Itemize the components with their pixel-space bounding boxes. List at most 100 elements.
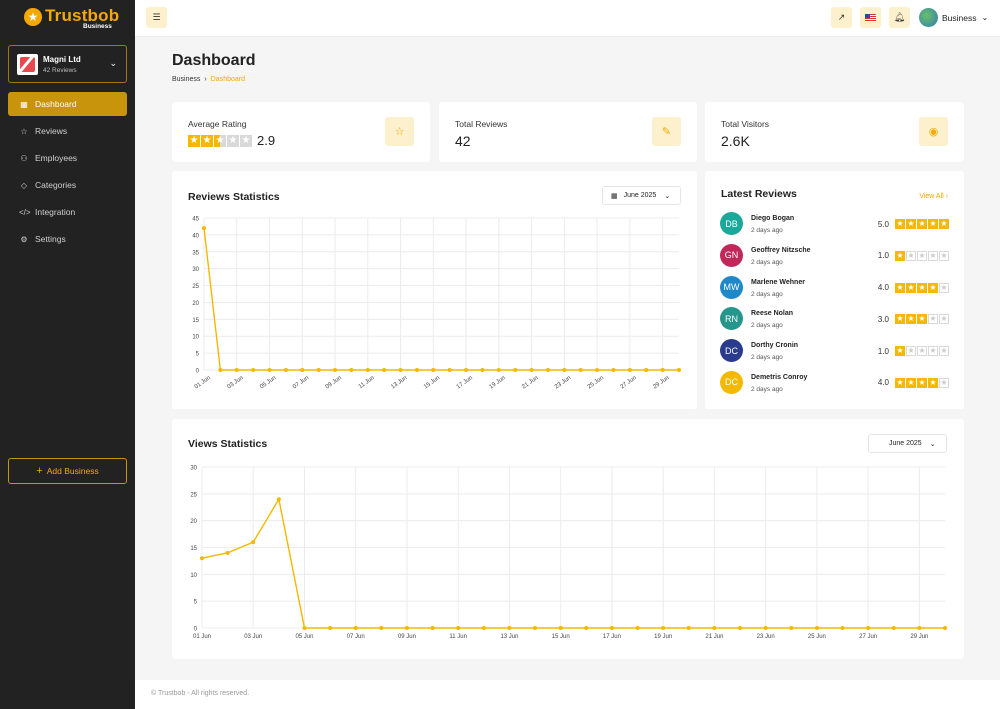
x-tick-label: 09 Jun (325, 375, 343, 390)
code-icon: </> (19, 207, 31, 217)
reviewer-name: Geoffrey Nitzsche (751, 246, 811, 254)
x-tick-label: 23 Jun (554, 375, 572, 390)
review-item[interactable]: RN Reese Nolan 2 days ago 3.0 ★ ★ ★ ★ ★ (720, 307, 949, 339)
menu-toggle-button[interactable]: ☰ (146, 7, 167, 28)
x-tick-label: 01 Jun (193, 634, 211, 640)
data-point (661, 626, 666, 630)
sidebar-item-label: Categories (35, 180, 77, 190)
view-all-label: View All (919, 193, 944, 200)
user-menu[interactable]: Business ⌄ (919, 8, 988, 27)
footer: © Trustbob - All rights reserved. (135, 680, 1000, 709)
views-line-chart: 0 5 10 15 20 25 30 01 Jun 03 Jun 05 Jun 07 Jun 09 J… (190, 466, 947, 640)
review-score: 1.0 (877, 251, 889, 261)
latest-reviews-card: Latest Reviews View All › DB Diego Bogan 2… (705, 171, 964, 409)
star-empty-icon: ★ (928, 314, 938, 325)
y-tick-label: 0 (194, 627, 198, 633)
sidebar-item-label: Reviews (35, 126, 68, 136)
review-item[interactable]: DB Diego Bogan 2 days ago 5.0 ★ ★ ★ ★ ★ (720, 212, 949, 244)
data-point (202, 226, 206, 231)
y-tick-label: 30 (192, 267, 199, 273)
x-tick-label: 25 Jun (808, 634, 826, 640)
x-tick-label: 19 Jun (488, 375, 506, 390)
plus-icon: + (36, 465, 43, 477)
brand-name: Trustbob (45, 6, 120, 25)
notifications-button[interactable]: 🔔︎ (889, 7, 910, 28)
x-tick-label: 01 Jun (194, 375, 212, 390)
data-point (660, 368, 665, 372)
sidebar-item-employees[interactable]: ⚇ Employees (8, 146, 127, 170)
star-empty-icon: ★ (240, 134, 252, 147)
x-tick-label: 15 Jun (552, 634, 570, 640)
y-tick-label: 30 (190, 466, 197, 472)
business-review-count: 42 Reviews (43, 66, 77, 74)
review-item[interactable]: GN Geoffrey Nitzsche 2 days ago 1.0 ★ ★ ★ ★ ★ (720, 243, 949, 276)
chevron-down-icon: ⌄ (664, 192, 671, 200)
star-icon: ★ (188, 134, 200, 147)
star-icon: ★ (895, 282, 905, 293)
sidebar-item-dashboard[interactable]: ▦ Dashboard (8, 92, 127, 116)
review-item[interactable]: MW Marlene Wehner 2 days ago 4.0 ★ ★ ★ ★ ★ (720, 275, 949, 308)
review-time: 2 days ago (751, 385, 783, 393)
data-point (276, 497, 281, 502)
views-month-select[interactable]: June 2025 ⌄ (868, 434, 947, 453)
add-business-button[interactable]: + Add Business (8, 458, 127, 484)
review-item[interactable]: DC Demetris Conroy 2 days ago 4.0 ★ ★ ★ ★ ★ (720, 370, 949, 403)
x-tick-label: 09 Jun (398, 634, 416, 640)
business-selector[interactable]: Magni Ltd 42 Reviews ⌄ (8, 45, 127, 83)
data-point (316, 368, 321, 372)
data-point (789, 626, 794, 630)
review-item[interactable]: DC Dorthy Cronin 2 days ago 1.0 ★ ★ ★ ★ ★ (720, 339, 949, 371)
review-score: 4.0 (877, 283, 889, 293)
data-point (496, 368, 501, 372)
star-empty-icon: ★ (906, 346, 916, 357)
x-tick-label: 25 Jun (587, 375, 605, 390)
data-point (917, 626, 922, 630)
review-time: 2 days ago (751, 354, 783, 362)
x-tick-label: 21 Jun (521, 375, 539, 390)
open-external-button[interactable]: ↗ (831, 7, 852, 28)
latest-reviews-title: Latest Reviews (721, 188, 797, 200)
view-all-link[interactable]: View All › (919, 193, 948, 200)
tag-icon: ◇ (20, 180, 28, 190)
average-rating-label: Average Rating (188, 119, 247, 129)
sidebar-item-categories[interactable]: ◇ Categories (8, 173, 127, 197)
latest-reviews-list: DB Diego Bogan 2 days ago 5.0 ★ ★ ★ ★ ★ GN Geoffre… (720, 212, 949, 403)
breadcrumb-root[interactable]: Business (172, 76, 201, 83)
x-tick-label: 29 Jun (910, 634, 928, 640)
month-label: June 2025 (623, 192, 657, 199)
reviewer-avatar: RN (720, 307, 743, 331)
reviews-month-select[interactable]: ▦ June 2025 ⌄ (602, 186, 682, 205)
reviewer-avatar: MW (720, 275, 743, 299)
star-half-icon: ★ (214, 134, 226, 147)
data-point (464, 368, 469, 372)
bell-icon: 🔔︎ (893, 12, 906, 22)
x-tick-label: 07 Jun (347, 634, 365, 640)
brand-logo[interactable]: ★ Trustbob (24, 7, 119, 31)
x-tick-label: 07 Jun (292, 375, 310, 390)
review-score: 5.0 (877, 219, 889, 229)
star-icon: ★ (928, 282, 938, 293)
star-icon: ★ (906, 377, 916, 388)
sidebar-item-reviews[interactable]: ☆ Reviews (8, 119, 127, 143)
review-rating: 1.0 ★ ★ ★ ★ ★ (878, 346, 949, 357)
total-reviews-label: Total Reviews (455, 119, 508, 129)
month-label: June 2025 (889, 440, 922, 447)
data-point (353, 626, 358, 630)
y-tick-label: 15 (192, 318, 199, 324)
chevron-down-icon: ⌄ (981, 13, 989, 22)
review-time: 2 days ago (751, 290, 783, 298)
y-tick-label: 45 (192, 217, 199, 223)
star-icon: ★ (895, 250, 905, 261)
x-tick-label: 13 Jun (390, 375, 408, 390)
average-rating-value: 2.9 (257, 133, 276, 148)
language-button[interactable] (860, 7, 881, 28)
chevron-down-icon: ⌄ (109, 58, 117, 68)
star-icon: ★ (895, 314, 905, 325)
sidebar-item-label: Employees (35, 153, 78, 163)
star-empty-icon: ★ (227, 134, 239, 147)
sidebar-nav: ▦ Dashboard ☆ Reviews ⚇ Employees ◇ Cate… (8, 92, 127, 254)
sidebar-item-label: Integration (35, 207, 76, 217)
sidebar-item-settings[interactable]: ⚙ Settings (8, 227, 127, 251)
sidebar-item-integration[interactable]: </> Integration (8, 200, 127, 224)
y-tick-label: 25 (190, 492, 197, 498)
